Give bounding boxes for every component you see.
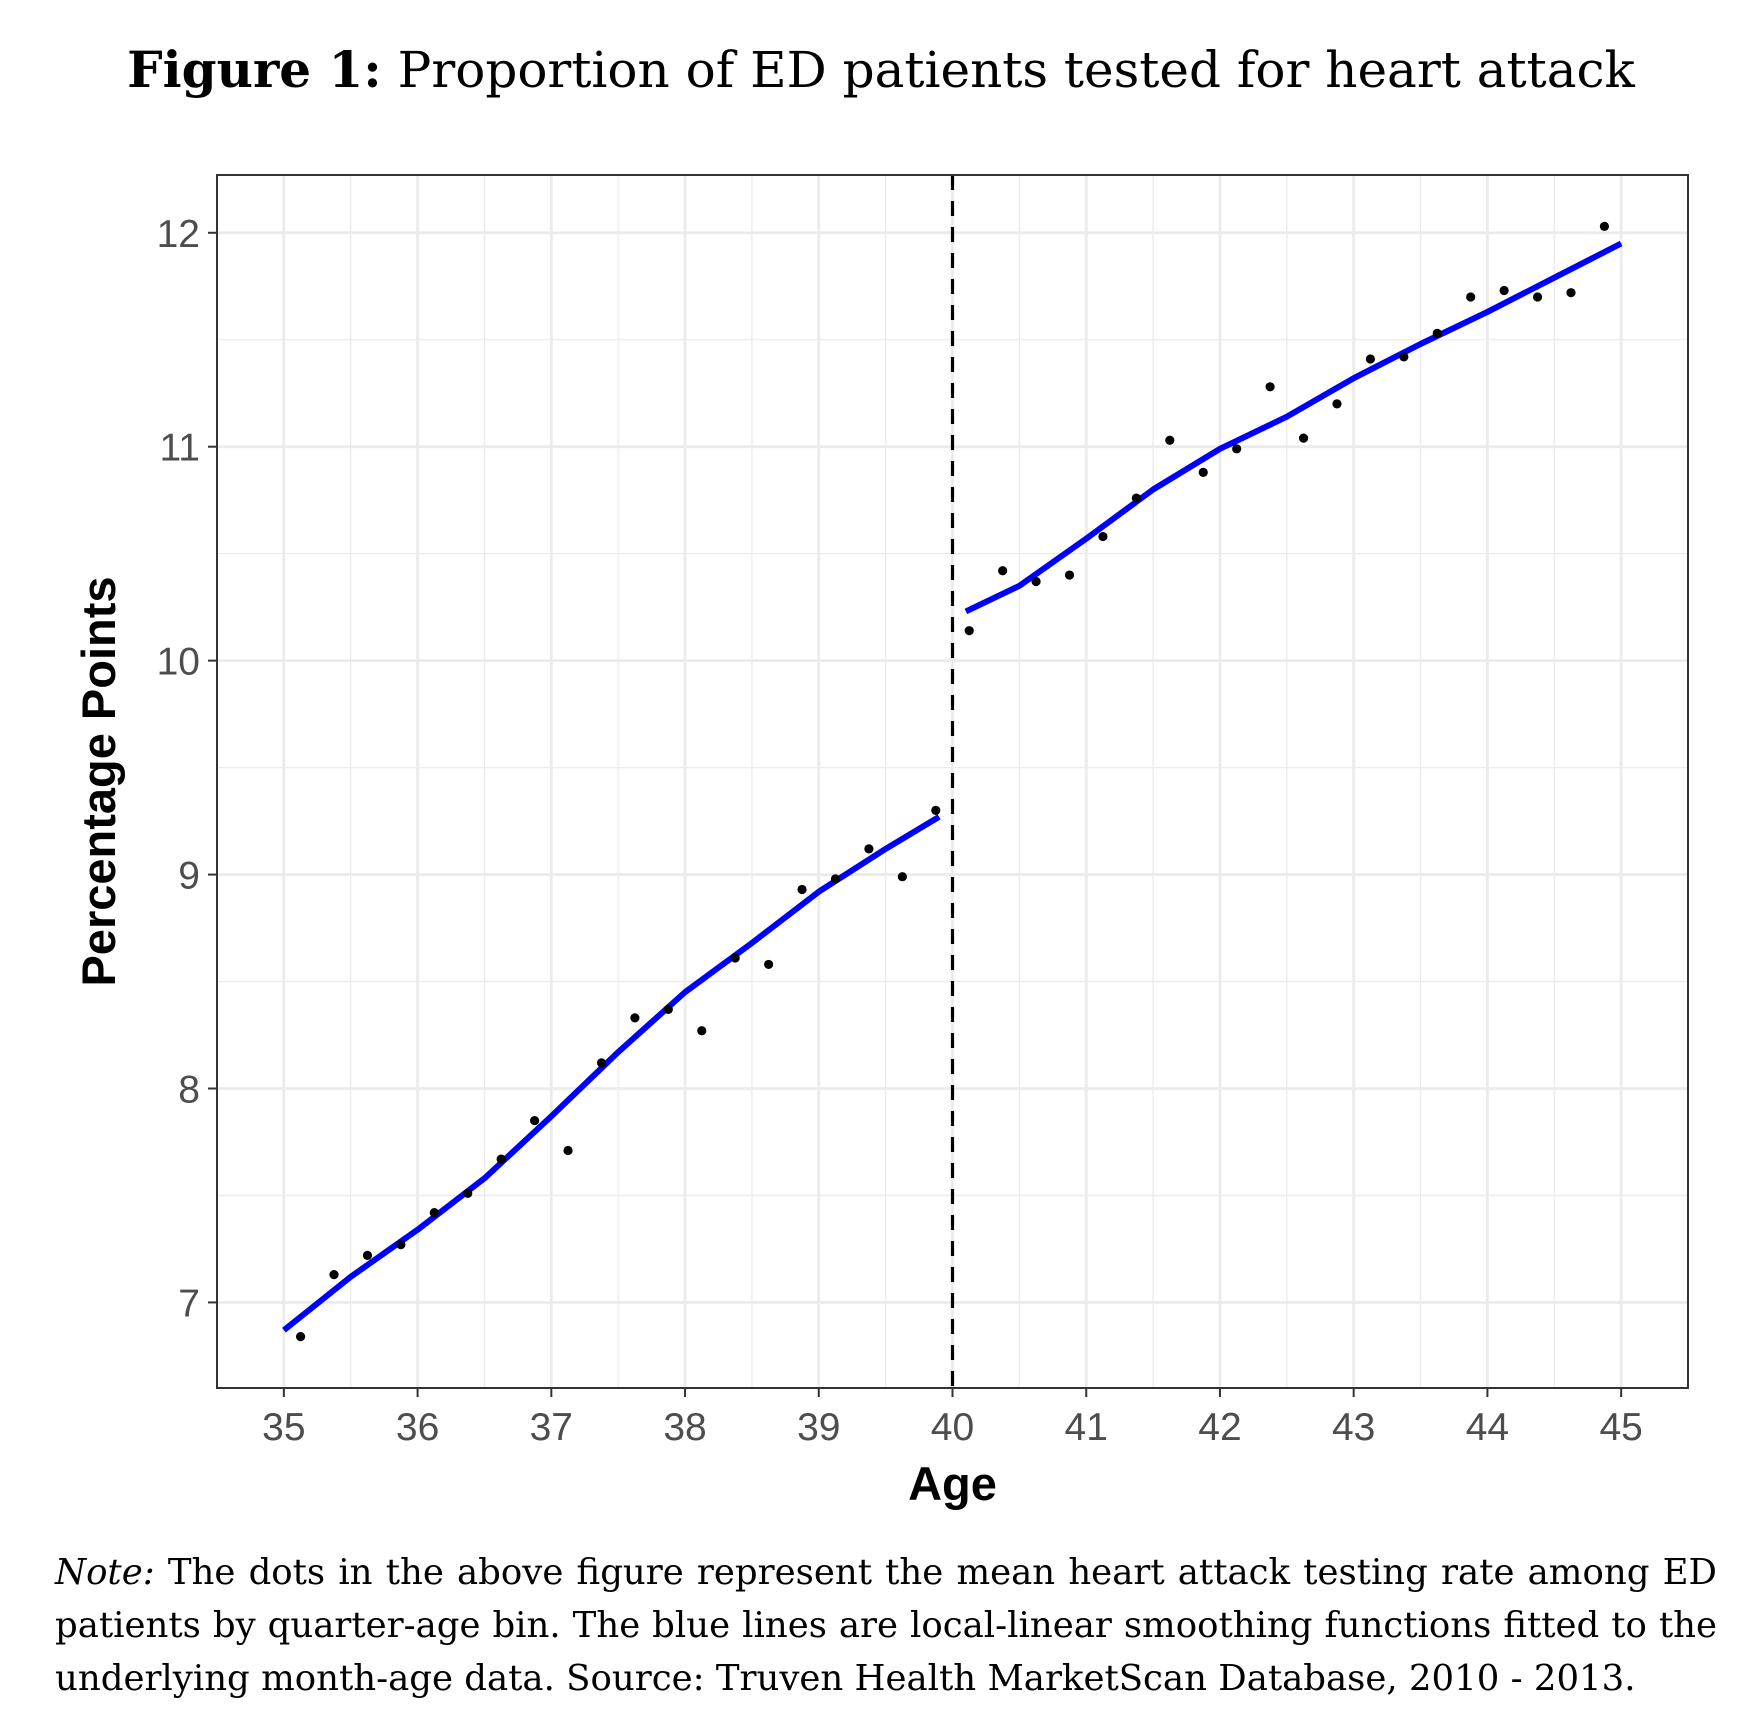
x-axis-label: Age [908, 1457, 997, 1510]
data-point [1165, 435, 1175, 445]
data-point [998, 566, 1008, 576]
x-tick-label: 45 [1599, 1406, 1642, 1449]
data-point [1499, 285, 1509, 296]
y-tick-label: 9 [178, 855, 200, 898]
data-point [931, 805, 941, 815]
data-point [1298, 433, 1309, 443]
data-point [1599, 221, 1610, 231]
x-tick-label: 37 [530, 1406, 573, 1449]
y-axis-label: Percentage Points [72, 576, 125, 986]
data-point [1031, 576, 1041, 587]
data-point [864, 844, 874, 854]
x-tick-label: 41 [1065, 1406, 1108, 1449]
figure-note: Note: The dots in the above figure repre… [55, 1546, 1717, 1705]
axis-layer: 35 36 37 38 39 40 41 42 43 44 45 7 8 9 10 11 12 [157, 213, 1643, 1449]
data-point [1566, 288, 1576, 298]
data-point [1265, 382, 1275, 392]
y-tick-label: 8 [178, 1068, 200, 1111]
data-point [797, 884, 807, 895]
x-tick-label: 39 [797, 1406, 840, 1449]
grid-layer [216, 175, 1689, 1388]
data-point [730, 953, 740, 963]
data-point [329, 1270, 339, 1280]
data-point [1332, 399, 1342, 409]
figure-title: Figure 1: Proportion of ED patients test… [0, 40, 1762, 99]
y-tick-label: 12 [157, 213, 200, 256]
x-tick-label: 36 [396, 1406, 439, 1449]
data-point [663, 1004, 673, 1014]
data-point [1466, 292, 1476, 302]
x-tick-label: 38 [663, 1406, 706, 1449]
scatter-chart: 35 36 37 38 39 40 41 42 43 44 45 7 8 9 10 11 12 Age Perc… [72, 174, 1689, 1510]
data-point [362, 1250, 373, 1260]
x-tick-label: 35 [262, 1406, 305, 1449]
data-point [764, 959, 774, 970]
data-point [463, 1188, 473, 1198]
data-point [1532, 292, 1543, 302]
data-point [563, 1145, 573, 1156]
note-text: The dots in the above figure represent t… [55, 1552, 1717, 1699]
data-point [964, 626, 974, 636]
data-point [630, 1013, 640, 1023]
data-point [1131, 493, 1141, 503]
y-tick-label: 11 [160, 427, 201, 470]
x-tick-label: 40 [931, 1406, 974, 1449]
data-point [1098, 531, 1108, 542]
smooth-line [964, 240, 1623, 615]
data-point [1198, 467, 1208, 477]
data-point [596, 1058, 607, 1068]
data-point [830, 874, 841, 884]
figure-label: Figure 1: [127, 40, 382, 99]
y-tick-label: 7 [178, 1282, 200, 1325]
x-tick-label: 44 [1466, 1406, 1509, 1449]
data-point [897, 872, 907, 882]
data-point [295, 1332, 306, 1342]
data-point [1365, 354, 1375, 364]
y-tick-label: 10 [157, 641, 200, 684]
data-point [429, 1207, 439, 1218]
data-point [1232, 444, 1242, 454]
x-tick-label: 43 [1332, 1406, 1375, 1449]
data-point [697, 1026, 707, 1036]
x-tick-label: 42 [1198, 1406, 1241, 1449]
data-point [1399, 352, 1409, 362]
figure-title-text: Proportion of ED patients tested for hea… [397, 41, 1635, 99]
data-point [1432, 328, 1442, 338]
data-point [530, 1115, 540, 1126]
data-point [496, 1154, 506, 1164]
note-label: Note: [55, 1552, 155, 1593]
data-point [1064, 570, 1075, 580]
smooth-line [282, 814, 941, 1333]
data-point [396, 1240, 406, 1250]
series-layer [282, 221, 1623, 1342]
